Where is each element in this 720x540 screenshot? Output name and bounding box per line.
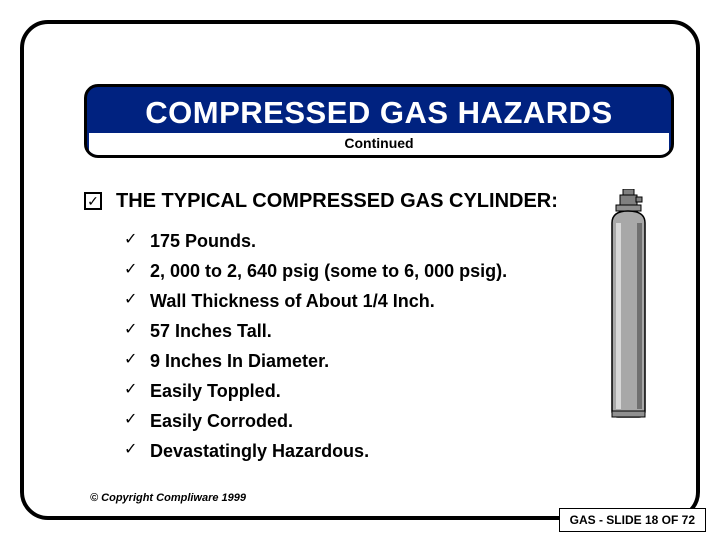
bullet-text: 9 Inches In Diameter. xyxy=(150,349,329,373)
bullet-list: ✓ 175 Pounds. ✓ 2, 000 to 2, 640 psig (s… xyxy=(124,229,604,463)
heading-row: ✓ THE TYPICAL COMPRESSED GAS CYLINDER: xyxy=(84,190,604,213)
copyright-text: © Copyright Compliware 1999 xyxy=(90,492,246,504)
gas-cylinder-icon xyxy=(606,189,651,419)
list-item: ✓ 9 Inches In Diameter. xyxy=(124,349,604,373)
list-item: ✓ Easily Corroded. xyxy=(124,409,604,433)
title-banner: COMPRESSED GAS HAZARDS Continued xyxy=(84,84,674,158)
check-icon: ✓ xyxy=(124,349,138,371)
bullet-text: Easily Toppled. xyxy=(150,379,281,403)
check-icon: ✓ xyxy=(124,229,138,251)
slide-title: COMPRESSED GAS HAZARDS xyxy=(87,87,671,131)
bullet-text: 175 Pounds. xyxy=(150,229,256,253)
list-item: ✓ Devastatingly Hazardous. xyxy=(124,439,604,463)
list-item: ✓ 175 Pounds. xyxy=(124,229,604,253)
heading-text: THE TYPICAL COMPRESSED GAS CYLINDER: xyxy=(116,190,558,213)
content-area: ✓ THE TYPICAL COMPRESSED GAS CYLINDER: ✓… xyxy=(84,190,604,469)
bullet-text: 2, 000 to 2, 640 psig (some to 6, 000 ps… xyxy=(150,259,507,283)
list-item: ✓ Easily Toppled. xyxy=(124,379,604,403)
slide-subtitle: Continued xyxy=(89,133,669,155)
slide-indicator: GAS - SLIDE 18 OF 72 xyxy=(559,508,706,532)
check-box-icon: ✓ xyxy=(84,192,102,210)
bullet-text: Easily Corroded. xyxy=(150,409,293,433)
check-icon: ✓ xyxy=(124,319,138,341)
check-icon: ✓ xyxy=(124,379,138,401)
list-item: ✓ 57 Inches Tall. xyxy=(124,319,604,343)
check-icon: ✓ xyxy=(124,409,138,431)
slide-frame: COMPRESSED GAS HAZARDS Continued ✓ THE T… xyxy=(20,20,700,520)
bullet-text: 57 Inches Tall. xyxy=(150,319,272,343)
bullet-text: Wall Thickness of About 1/4 Inch. xyxy=(150,289,435,313)
check-icon: ✓ xyxy=(124,289,138,311)
list-item: ✓ 2, 000 to 2, 640 psig (some to 6, 000 … xyxy=(124,259,604,283)
bullet-text: Devastatingly Hazardous. xyxy=(150,439,369,463)
check-icon: ✓ xyxy=(124,439,138,461)
check-icon: ✓ xyxy=(124,259,138,281)
list-item: ✓ Wall Thickness of About 1/4 Inch. xyxy=(124,289,604,313)
